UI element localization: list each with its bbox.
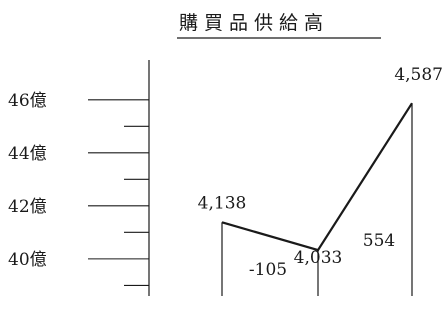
- y-tick-label: 46億: [8, 91, 47, 111]
- point-value-label: 4,587: [394, 65, 443, 85]
- value-labels: 4,138 4,033 4,587 -105 554: [198, 65, 443, 280]
- y-tick-label: 42億: [8, 197, 47, 217]
- chart-title: 購買品供給高: [179, 12, 329, 34]
- change-value-label: -105: [249, 260, 287, 280]
- y-axis: 40億 42億 44億 46億: [8, 60, 150, 296]
- change-value-label: 554: [363, 231, 395, 251]
- series: [221, 102, 413, 296]
- y-tick-label: 40億: [8, 250, 47, 270]
- point-value-label: 4,033: [294, 248, 343, 268]
- y-tick-label: 44億: [8, 144, 47, 164]
- series-line: [221, 102, 413, 252]
- point-value-label: 4,138: [198, 193, 247, 213]
